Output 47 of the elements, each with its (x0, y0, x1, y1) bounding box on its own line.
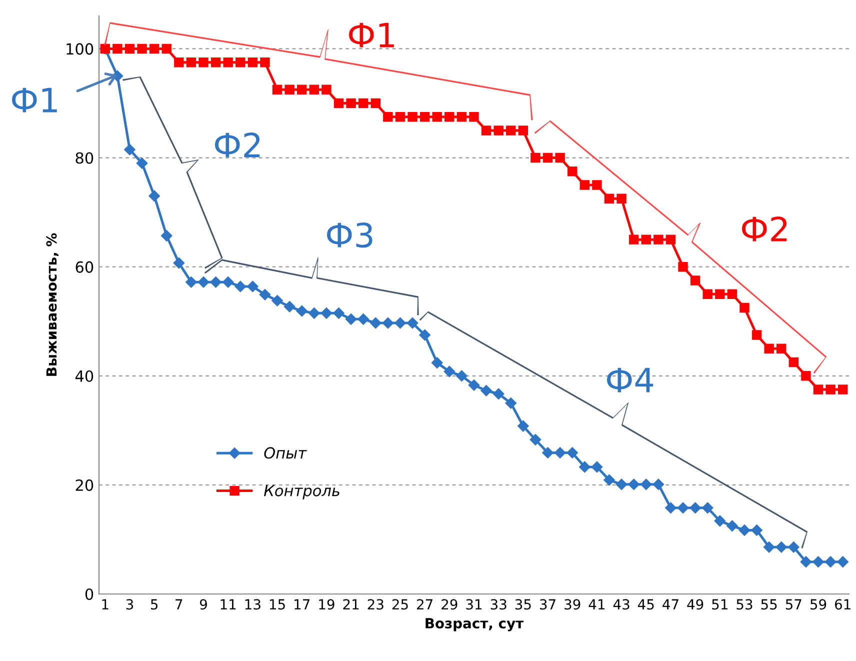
x-tick-label: 23 (368, 599, 384, 610)
x-tick-label: 43 (613, 599, 630, 610)
x-tick-label: 29 (442, 599, 458, 610)
legend-label: Контроль (264, 485, 340, 500)
y-tick-label: 40 (75, 370, 94, 382)
x-tick-label: 13 (245, 599, 260, 610)
x-tick-label: 37 (540, 599, 556, 610)
x-tick-label: 39 (564, 599, 580, 610)
y-tick-label: 20 (76, 479, 94, 491)
annotation: Ф2 (742, 216, 787, 242)
annotation: Ф1 (349, 22, 394, 48)
y-tick-label: 0 (85, 588, 94, 600)
x-tick-label: 41 (588, 599, 605, 610)
x-tick-label: 47 (662, 599, 678, 610)
annotation: Ф3 (327, 222, 372, 248)
x-tick-label: 61 (834, 599, 850, 610)
x-tick-label: 31 (466, 599, 482, 610)
x-tick-label: 35 (515, 599, 531, 610)
y-tick-label: 80 (76, 152, 94, 164)
x-tick-label: 53 (736, 599, 752, 610)
x-tick-label: 7 (176, 599, 182, 610)
x-tick-label: 11 (220, 599, 236, 610)
x-tick-label: 25 (392, 599, 408, 610)
y-axis-title: Выживаемость, % (46, 233, 59, 376)
x-tick-label: 57 (786, 599, 802, 610)
annotation: Ф2 (215, 132, 260, 158)
x-tick-label: 9 (200, 599, 207, 610)
text: Ф1 (12, 88, 57, 112)
y-tick-label: 60 (76, 261, 94, 273)
x-tick-label: 59 (810, 599, 826, 610)
x-tick-label: 27 (417, 599, 432, 610)
x-tick-label: 17 (294, 599, 310, 610)
x-tick-label: 15 (270, 599, 285, 610)
x-tick-label: 3 (126, 599, 134, 610)
x-tick-label: 21 (343, 599, 359, 610)
x-tick-label: 55 (761, 599, 777, 610)
x-tick-label: 51 (712, 599, 728, 610)
annotation: Ф4 (607, 368, 654, 392)
legend-label: Опыт (264, 447, 307, 459)
x-tick-label: 33 (490, 599, 506, 610)
x-axis-title: Возраст, сут (426, 618, 524, 632)
x-tick-label: 5 (150, 599, 158, 610)
x-tick-label: 45 (638, 599, 654, 610)
x-tick-label: 49 (687, 599, 704, 610)
y-tick-label: 100 (66, 43, 94, 55)
x-tick-label: 19 (319, 599, 334, 610)
x-tick-label: 1 (102, 599, 108, 610)
